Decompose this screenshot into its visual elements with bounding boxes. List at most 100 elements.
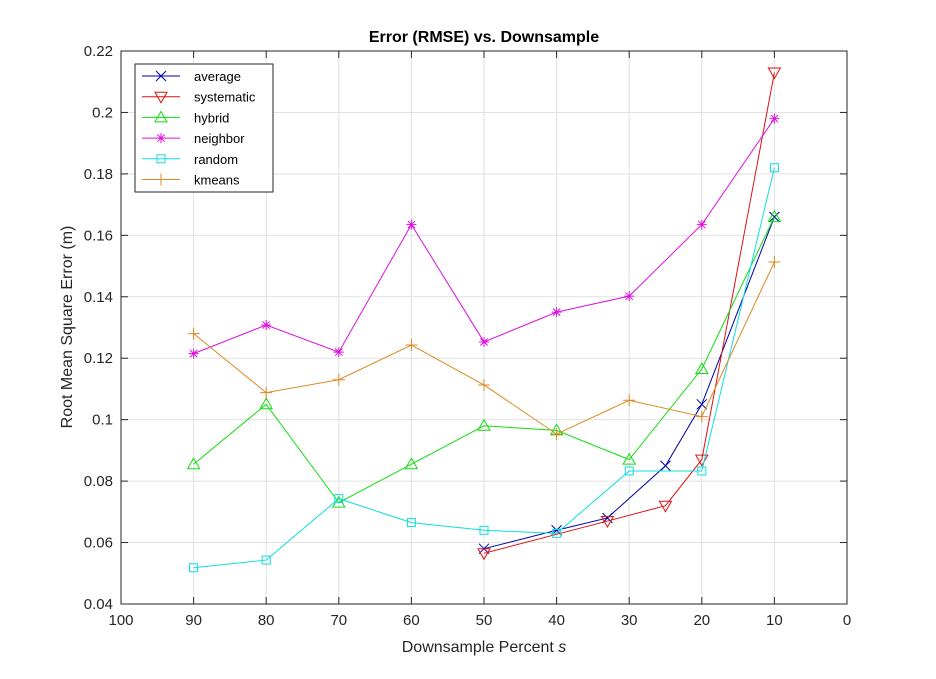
data-point-kmeans <box>260 386 273 399</box>
series-line-average <box>483 216 775 550</box>
y-tick-label: 0.04 <box>84 596 113 613</box>
x-axis-label: Downsample Percent s <box>402 639 567 656</box>
data-point-neighbor <box>769 113 780 124</box>
legend-item-systematic: systematic <box>142 90 256 105</box>
data-point-random <box>406 518 416 528</box>
legend-item-random: random <box>142 152 238 167</box>
ticks: 100 90 80 70 60 50 40 30 20 10 00.040.060.080.10.1… <box>84 43 851 629</box>
data-point-kmeans <box>768 256 781 269</box>
legend-label: hybrid <box>194 110 229 125</box>
legend-marker <box>154 110 168 123</box>
data-point-random <box>261 555 271 565</box>
legend-label: systematic <box>194 90 256 105</box>
legend-item-average: average <box>142 69 241 84</box>
data-point-systematic <box>600 516 615 529</box>
y-tick-label: 0.14 <box>84 289 113 306</box>
data-point-neighbor <box>696 219 707 230</box>
data-point-random <box>189 563 199 573</box>
y-tick-label: 0.2 <box>92 104 113 121</box>
legend-marker <box>156 154 166 164</box>
data-point-systematic <box>477 548 491 561</box>
data-point-systematic <box>658 500 673 513</box>
y-tick-label: 0.08 <box>84 473 113 490</box>
x-axis-label-text: Downsample Percent <box>402 639 559 656</box>
y-tick-label: 0.16 <box>84 227 113 244</box>
legend-label: neighbor <box>194 131 245 146</box>
data-point-neighbor <box>333 347 344 358</box>
data-point-kmeans <box>550 428 563 441</box>
legend-item-kmeans: kmeans <box>142 173 240 188</box>
data-point-neighbor <box>406 219 417 230</box>
data-point-random <box>552 528 562 538</box>
x-tick-label: 80 <box>258 612 275 629</box>
legend-label: random <box>194 152 238 167</box>
x-tick-label: 40 <box>548 612 565 629</box>
y-axis-label: Root Mean Square Error (m) <box>59 226 76 429</box>
legend-entries: average systematic hybrid neighbor random kme… <box>142 69 256 188</box>
legend-marker <box>156 133 166 144</box>
x-tick-label: 0 <box>843 612 851 629</box>
legend: average systematic hybrid neighbor random kme… <box>134 63 274 193</box>
y-tick-label: 0.12 <box>84 350 113 367</box>
data-point-average <box>696 398 708 410</box>
y-tick-label: 0.06 <box>84 535 113 552</box>
legend-item-hybrid: hybrid <box>142 110 229 125</box>
x-tick-label: 50 <box>476 612 493 629</box>
y-tick-label: 0.1 <box>92 412 113 429</box>
data-point-random <box>334 494 344 504</box>
data-point-average <box>660 460 671 472</box>
legend-label: kmeans <box>194 173 240 188</box>
data-point-random <box>769 163 779 173</box>
data-point-hybrid <box>694 361 709 374</box>
x-tick-label: 30 <box>621 612 638 629</box>
legend-marker <box>154 91 168 104</box>
series-layer <box>186 67 782 573</box>
legend-marker <box>155 173 167 186</box>
data-point-kmeans <box>187 327 200 340</box>
x-tick-label: 60 <box>403 612 420 629</box>
data-point-random <box>697 466 707 476</box>
data-point-neighbor <box>479 336 489 347</box>
data-point-hybrid <box>259 397 274 410</box>
data-point-hybrid <box>331 495 346 508</box>
data-point-random <box>479 525 489 535</box>
data-point-hybrid <box>477 418 491 431</box>
legend-label: average <box>194 69 241 84</box>
data-point-neighbor <box>261 320 272 331</box>
series-random <box>189 163 779 573</box>
series-line-hybrid <box>193 216 775 504</box>
data-point-neighbor <box>624 291 635 302</box>
x-tick-label: 10 <box>766 612 783 629</box>
data-point-hybrid <box>186 457 201 470</box>
x-axis-label-variable: s <box>558 639 566 656</box>
legend-box <box>134 63 274 193</box>
data-point-kmeans <box>478 378 490 391</box>
data-point-kmeans <box>332 373 345 386</box>
data-point-neighbor <box>188 348 199 359</box>
series-systematic <box>477 67 782 561</box>
data-point-kmeans <box>623 394 636 407</box>
data-point-kmeans <box>405 339 418 352</box>
x-tick-label: 20 <box>693 612 710 629</box>
chart-title: Error (RMSE) vs. Downsample <box>369 29 599 46</box>
x-tick-label: 100 <box>108 612 133 629</box>
series-hybrid <box>186 209 782 508</box>
data-point-hybrid <box>404 457 419 470</box>
data-point-systematic <box>767 67 782 80</box>
data-point-neighbor <box>551 307 562 318</box>
y-tick-label: 0.18 <box>84 166 113 183</box>
legend-marker <box>155 70 167 82</box>
legend-item-neighbor: neighbor <box>142 131 245 146</box>
y-tick-label: 0.22 <box>84 43 113 60</box>
data-point-random <box>624 466 634 476</box>
series-line-random <box>193 167 775 569</box>
series-kmeans <box>187 256 781 441</box>
data-point-hybrid <box>622 452 637 465</box>
series-neighbor <box>188 113 780 359</box>
x-tick-label: 90 <box>185 612 202 629</box>
data-point-hybrid <box>767 209 782 222</box>
series-line-systematic <box>483 72 775 554</box>
x-tick-label: 70 <box>330 612 347 629</box>
data-point-kmeans <box>695 410 708 423</box>
